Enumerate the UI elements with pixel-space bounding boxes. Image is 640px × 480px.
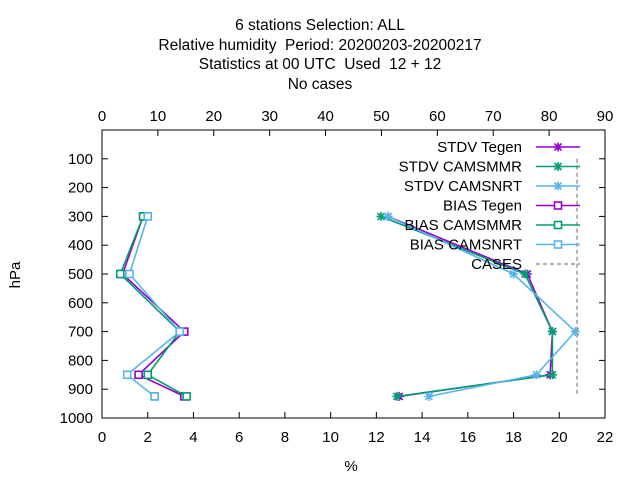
data-point-x [553,142,563,152]
x-tick-label: 4 [189,429,197,446]
x2-tick-label: 80 [541,108,558,125]
legend-entry: STDV Tegen [437,139,580,156]
series-layer [115,158,580,401]
y-axis-label: hPa [7,261,24,288]
title-line-3: Statistics at 00 UTC Used 12 + 12 [198,56,442,73]
x2-tick-label: 40 [317,108,334,125]
x-tick-label: 10 [322,429,339,446]
data-point-square [143,212,153,221]
legend-entry: CASES [471,256,580,273]
x2-tick-label: 70 [485,108,502,125]
data-point-x [383,211,393,221]
x2-tick-label: 10 [150,108,167,125]
x2-tick-label: 50 [373,108,390,125]
title-line-1: 6 stations Selection: ALL [235,17,405,34]
x-tick-label: 18 [505,429,522,446]
chart-legend: STDV Tegen STDV CAMSMMR STDV CAMSNRT BIAS T… [399,139,580,273]
data-point-square [122,370,132,380]
y-tick-label: 300 [68,208,93,225]
data-point-x [570,327,580,337]
x-axis-label: % [344,458,357,475]
data-point-x [424,391,434,401]
series-bias-camsnrt [122,212,185,401]
data-point-x [392,391,402,401]
y-tick-label: 200 [68,180,93,197]
legend-label: STDV Tegen [437,139,522,156]
legend-label: BIAS CAMSMMR [404,217,522,234]
legend-label: BIAS CAMSNRT [410,237,522,254]
data-point-square [175,327,185,336]
title-line-2: Relative humidity Period: 20200203-20200… [158,36,482,54]
x2-tick-label: 60 [429,108,446,125]
data-point-x [376,211,386,221]
x-tick-label: 12 [368,429,385,446]
plot-axes: 0 2 4 6 8 10 12 14 16 18 20 22 0 10 20 30 40 50 60 70 80 90 10… [60,108,614,446]
data-point-square [553,201,563,210]
data-point-x [553,181,563,191]
series-line [119,216,187,398]
x-tick-label: 14 [414,429,431,446]
y-tick-label: 100 [68,151,93,168]
x-tick-label: 2 [144,429,152,446]
legend-entry: BIAS Tegen [443,198,580,215]
y-tick-label: 800 [68,352,93,369]
x2-tick-label: 20 [205,108,222,125]
data-point-x [547,370,557,380]
series-stdv-camsnrt [383,211,580,401]
x2-tick-label: 0 [98,108,106,125]
x-tick-label: 20 [551,429,568,446]
y-tick-label: 1000 [60,410,93,427]
y-tick-label: 900 [68,381,93,398]
data-point-x [520,269,530,279]
legend-entry: STDV CAMSMMR [399,159,580,176]
x2-tick-label: 90 [597,108,614,125]
legend-label: CASES [471,256,522,273]
x-tick-label: 22 [597,429,614,446]
legend-label: STDV CAMSNRT [404,178,522,195]
legend-label: BIAS Tegen [443,198,522,215]
x2-tick-label: 30 [261,108,278,125]
chart-titles: 6 stations Selection: ALL Relative humid… [0,16,640,94]
y-tick-label: 600 [68,295,93,312]
y-tick-label: 500 [68,266,93,283]
x-tick-label: 8 [281,429,289,446]
data-point-x [547,327,557,337]
data-point-square [553,220,563,230]
data-point-square [115,269,125,279]
y-tick-label: 700 [68,324,93,341]
data-point-x [553,162,563,171]
title-line-4: No cases [287,75,353,93]
legend-label: STDV CAMSMMR [399,159,523,176]
x-tick-label: 6 [235,429,243,446]
data-point-square [143,370,153,380]
data-point-square [553,240,563,249]
legend-entry: STDV CAMSNRT [404,178,580,195]
data-point-square [182,392,191,401]
data-point-x [509,269,519,279]
data-point-square [134,370,143,380]
data-point-square [125,269,134,279]
y-tick-label: 400 [68,237,93,254]
data-point-x [531,370,541,380]
x-tick-label: 16 [459,429,476,446]
x-tick-label: 0 [98,429,106,446]
data-point-square [150,392,159,401]
legend-entry: BIAS CAMSNRT [410,237,580,254]
legend-entry: BIAS CAMSMMR [404,217,580,234]
